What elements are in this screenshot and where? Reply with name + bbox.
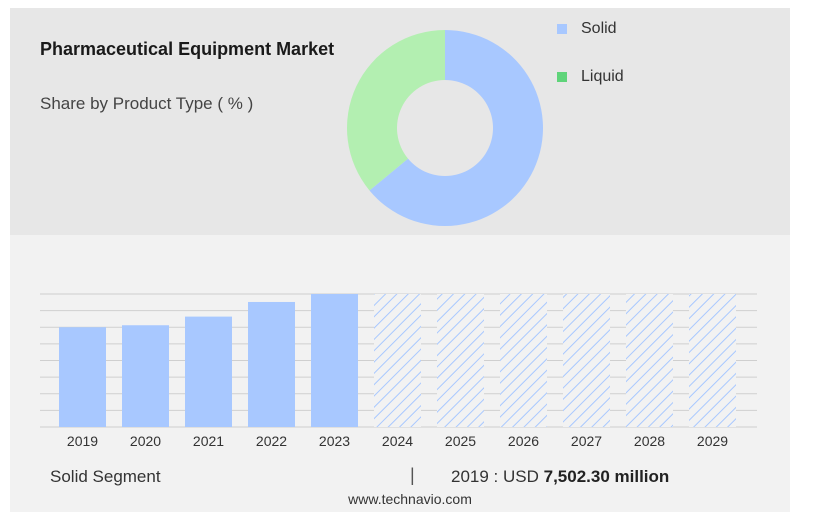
x-tick-label-2024: 2024 — [382, 433, 413, 449]
bar-2023 — [311, 294, 358, 427]
x-tick-label-2028: 2028 — [634, 433, 665, 449]
x-tick-label-2019: 2019 — [67, 433, 98, 449]
forecast-bar-2027 — [563, 294, 610, 427]
source-link[interactable]: www.technavio.com — [348, 491, 472, 507]
bar-2022 — [248, 301, 295, 427]
x-tick-label-2022: 2022 — [256, 433, 287, 449]
donut-slice-solid — [369, 30, 543, 227]
chart-title: Pharmaceutical Equipment Market — [40, 39, 335, 59]
x-tick-label-2025: 2025 — [445, 433, 476, 449]
donut-chart — [347, 30, 543, 227]
footer-separator: | — [410, 465, 415, 485]
segment-label: Solid Segment — [50, 467, 161, 486]
x-tick-label-2023: 2023 — [319, 433, 350, 449]
x-tick-label-2021: 2021 — [193, 433, 224, 449]
legend-swatch-liquid — [557, 71, 567, 82]
x-tick-label-2026: 2026 — [508, 433, 539, 449]
forecast-bar-2029 — [689, 294, 736, 427]
legend-label-solid: Solid — [581, 20, 617, 37]
legend-label-liquid: Liquid — [581, 68, 624, 85]
bar-2021 — [185, 316, 232, 427]
legend-swatch-solid — [557, 23, 567, 34]
x-tick-label-2027: 2027 — [571, 433, 602, 449]
donut-slice-liquid — [347, 30, 445, 191]
segment-year-prefix: 2019 : USD — [451, 467, 544, 486]
forecast-bar-2026 — [500, 294, 547, 427]
x-tick-label-2029: 2029 — [697, 433, 728, 449]
legend-item-liquid: Liquid — [557, 68, 624, 86]
forecast-bar-2025 — [437, 294, 484, 427]
bar-2019 — [59, 327, 106, 427]
segment-value-amount: 7,502.30 million — [543, 467, 670, 486]
x-tick-label-2020: 2020 — [130, 433, 161, 449]
forecast-bar-2028 — [626, 294, 673, 427]
legend-item-solid: Solid — [557, 20, 617, 38]
segment-value: 2019 : USD 7,502.30 million — [451, 467, 669, 487]
forecast-bar-2024 — [374, 294, 421, 427]
bar-2020 — [122, 325, 169, 427]
chart-subtitle: Share by Product Type ( % ) — [40, 94, 254, 113]
